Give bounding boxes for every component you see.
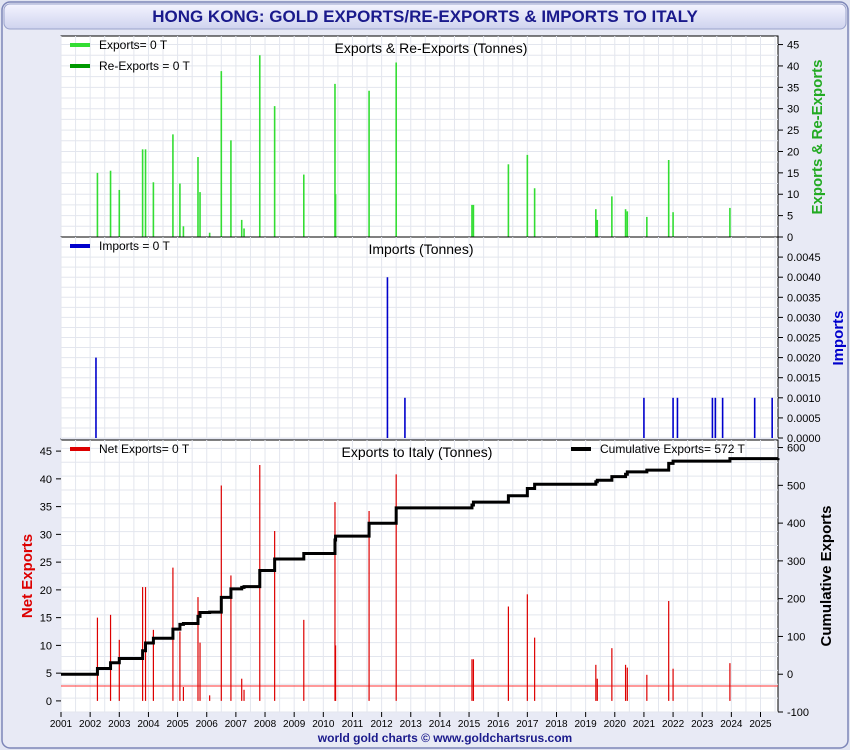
x-tick-label: 2010 <box>312 719 335 730</box>
x-tick-label: 2017 <box>516 719 539 730</box>
x-tick-label: 2002 <box>79 719 102 730</box>
cumulative-line <box>61 457 780 676</box>
y-tick-label: 40 <box>40 474 52 486</box>
exports-bars <box>96 55 731 237</box>
x-tick-label: 2018 <box>545 719 568 730</box>
legend-cumulative-label: Cumulative Exports= 572 T <box>600 442 746 456</box>
footer-credit: world gold charts © www.goldchartsrus.co… <box>317 731 572 745</box>
imports-panel-title: Imports (Tonnes) <box>368 241 473 257</box>
x-tick-label: 2015 <box>458 719 481 730</box>
y-tick-label: 25 <box>787 125 799 137</box>
y-tick-label: 0.0045 <box>787 252 821 264</box>
y-tick-label: 35 <box>787 82 799 94</box>
y-tick-label: 45 <box>40 446 52 458</box>
y-tick-label: 5 <box>787 211 793 223</box>
y-tick-label: 0.0015 <box>787 373 821 385</box>
y-tick-label: 0 <box>46 696 52 708</box>
x-tick-label: 2025 <box>749 719 772 730</box>
x-tick-label: 2024 <box>720 719 743 730</box>
y-tick-label: 0.0040 <box>787 272 821 284</box>
y2-tick-label: 0 <box>787 669 793 681</box>
y-tick-label: 10 <box>40 640 52 652</box>
x-tick-label: 2003 <box>108 719 131 730</box>
exports-y-ticks: 0 5 10 15 20 25 30 35 40 45 <box>778 40 799 244</box>
x-tick-label: 2021 <box>633 719 656 730</box>
cumulative-y-axis-label: Cumulative Exports <box>818 506 835 647</box>
net-panel-title: Exports to Italy (Tonnes) <box>342 444 493 460</box>
x-tick-label: 2011 <box>342 719 364 730</box>
legend-reexports-label: Re-Exports = 0 T <box>99 59 190 73</box>
y2-tick-label: -100 <box>787 707 809 719</box>
y-tick-label: 15 <box>787 168 799 180</box>
y-tick-label: 40 <box>787 61 799 73</box>
exports-panel-title: Exports & Re-Exports (Tonnes) <box>335 40 528 56</box>
chart-title: HONG KONG: GOLD EXPORTS/RE-EXPORTS & IMP… <box>152 7 698 26</box>
x-axis-ticks: 2001 2002 2003 2004 2005 2006 2007 2008 2009 2010… <box>50 712 772 730</box>
x-tick-label: 2022 <box>662 719 685 730</box>
y2-tick-label: 300 <box>787 556 805 568</box>
exports-grid <box>60 36 778 238</box>
legend-net-label: Net Exports= 0 T <box>99 442 190 456</box>
title-bar <box>3 3 847 30</box>
net-plot-area <box>60 439 779 713</box>
x-tick-label: 2006 <box>196 719 219 730</box>
exports-panel: 0 5 10 15 20 25 30 35 40 45 Exports & Re-Exports … <box>60 35 826 244</box>
imports-bars <box>95 277 773 438</box>
net-y-axis-label: Net Exports <box>19 534 36 618</box>
imports-panel: 0.0000 0.0005 0.0010 0.0015 0.0020 0.0025 0.00… <box>60 236 847 445</box>
y-tick-label: 20 <box>40 585 52 597</box>
y2-tick-label: 500 <box>787 480 805 492</box>
x-tick-label: 2016 <box>487 719 510 730</box>
y-tick-label: 0.0020 <box>787 353 821 365</box>
y-tick-label: 30 <box>40 529 52 541</box>
y-tick-label: 20 <box>787 146 799 158</box>
net-y-ticks: 0 5 10 15 20 25 30 35 40 45 <box>40 446 61 708</box>
y-tick-label: 30 <box>787 104 799 116</box>
y2-tick-label: 200 <box>787 594 805 606</box>
exports-y-axis-label: Exports & Re-Exports <box>809 59 826 214</box>
y-tick-label: 25 <box>40 557 52 569</box>
y-tick-label: 0.0035 <box>787 292 821 304</box>
x-tick-label: 2014 <box>429 719 452 730</box>
y-tick-label: 10 <box>787 189 799 201</box>
cumulative-y-ticks: -100 0 100 200 300 400 500 600 <box>778 443 809 719</box>
y-tick-label: 0.0030 <box>787 312 821 324</box>
legend-exports-label: Exports= 0 T <box>99 38 168 52</box>
x-tick-label: 2019 <box>575 719 598 730</box>
y-tick-label: 0 <box>787 232 793 244</box>
y2-tick-label: 600 <box>787 443 805 455</box>
y-tick-label: 0.0000 <box>787 433 821 445</box>
imports-grid <box>60 237 778 439</box>
y2-tick-label: 400 <box>787 518 805 530</box>
x-tick-label: 2009 <box>283 719 306 730</box>
legend-imports-label: Imports = 0 T <box>99 239 170 253</box>
y-tick-label: 45 <box>787 40 799 52</box>
y-tick-label: 0.0025 <box>787 333 821 345</box>
x-tick-label: 2005 <box>166 719 189 730</box>
x-tick-label: 2007 <box>225 719 248 730</box>
x-tick-label: 2008 <box>254 719 277 730</box>
y-tick-label: 15 <box>40 613 52 625</box>
y-tick-label: 0.0010 <box>787 393 821 405</box>
y2-tick-label: 100 <box>787 631 805 643</box>
x-tick-label: 2013 <box>400 719 423 730</box>
x-tick-label: 2020 <box>604 719 627 730</box>
imports-y-axis-label: Imports <box>830 310 847 365</box>
y-tick-label: 35 <box>40 502 52 514</box>
y-tick-label: 5 <box>46 668 52 680</box>
x-tick-label: 2001 <box>50 719 73 730</box>
y-tick-label: 0.0005 <box>787 413 821 425</box>
imports-y-ticks: 0.0000 0.0005 0.0010 0.0015 0.0020 0.0025 0.00… <box>778 252 821 445</box>
x-tick-label: 2012 <box>370 719 393 730</box>
x-tick-label: 2023 <box>691 719 714 730</box>
x-tick-label: 2004 <box>137 719 160 730</box>
